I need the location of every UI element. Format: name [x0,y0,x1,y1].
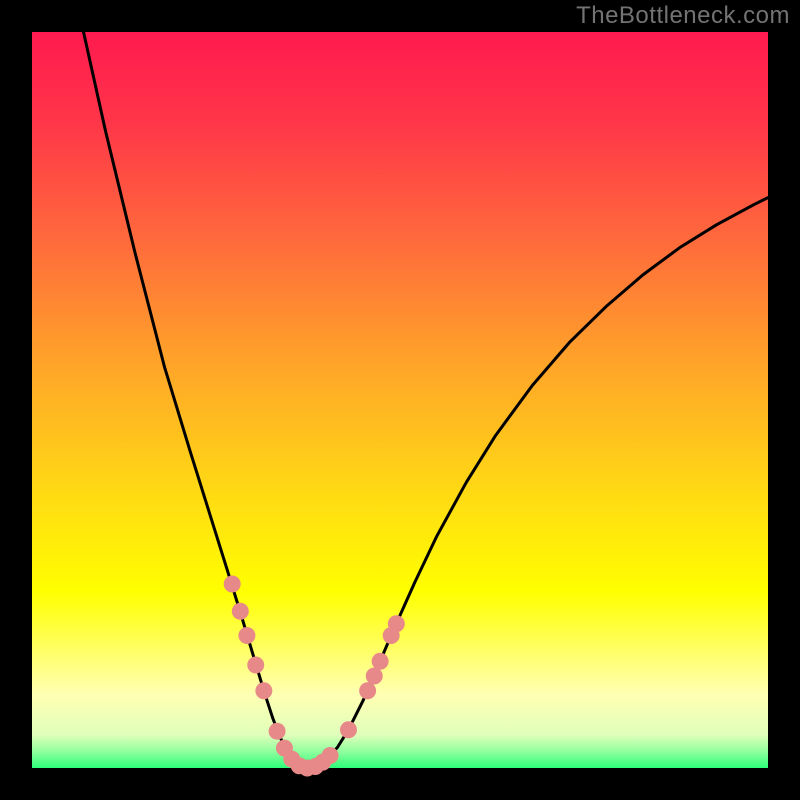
chart-container: TheBottleneck.com [0,0,800,800]
marker-dot [372,653,389,670]
watermark-text: TheBottleneck.com [576,2,790,30]
v-curve-chart [0,0,800,800]
marker-dot [238,627,255,644]
marker-dot [255,682,272,699]
marker-dot [224,576,241,593]
marker-dot [359,682,376,699]
marker-dot [366,668,383,685]
marker-dot [322,747,339,764]
marker-dot [269,723,286,740]
marker-dot [232,603,249,620]
plot-background [32,32,768,768]
marker-dot [247,656,264,673]
marker-dot [340,721,357,738]
marker-dot [388,615,405,632]
